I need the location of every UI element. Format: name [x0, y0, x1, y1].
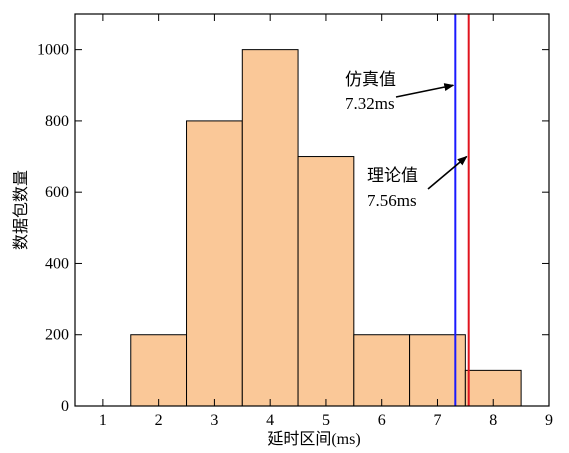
x-tick-label: 5 [322, 412, 330, 429]
plot-frame [74, 13, 550, 407]
x-tick-label: 6 [378, 412, 386, 429]
annotation-2-arrow [427, 155, 468, 190]
annotation-1-arrow [395, 83, 455, 98]
histogram-bar-2 [186, 120, 243, 407]
y-tick-label: 800 [45, 113, 69, 130]
histogram-bar-1 [130, 334, 188, 407]
annotations: 仿真值 7.32ms 理论值 7.56ms [345, 70, 468, 210]
histogram-bar-6 [409, 334, 466, 407]
histogram-bar-5 [353, 334, 411, 407]
bars-layer [130, 49, 522, 407]
y-tick-label: 600 [45, 184, 69, 201]
y-axis-title: 数据包数量 [12, 170, 30, 250]
axis-ticks: 1 2 3 4 5 6 7 8 9 0 200 400 600 800 1000 [37, 14, 553, 429]
y-tick-label: 200 [45, 327, 69, 344]
x-tick-label: 7 [433, 412, 441, 429]
histogram-bar-3 [241, 49, 299, 407]
x-axis-title: 延时区间(ms) [267, 430, 360, 448]
reference-lines [454, 14, 470, 406]
histogram-bar-4 [297, 156, 355, 407]
x-tick-label: 2 [155, 412, 163, 429]
x-tick-label: 1 [99, 412, 107, 429]
y-tick-label: 1000 [37, 42, 69, 59]
x-tick-label: 4 [266, 412, 274, 429]
annotation-2-label: 理论值 [367, 166, 418, 185]
x-tick-label: 8 [489, 412, 497, 429]
y-tick-label: 400 [45, 255, 69, 272]
x-tick-label: 3 [210, 412, 218, 429]
x-tick-label: 9 [545, 412, 553, 429]
annotation-2-value: 7.56ms [367, 191, 417, 210]
y-tick-label: 0 [61, 398, 69, 415]
annotation-1-value: 7.32ms [345, 94, 395, 113]
annotation-1-label: 仿真值 [345, 70, 396, 89]
